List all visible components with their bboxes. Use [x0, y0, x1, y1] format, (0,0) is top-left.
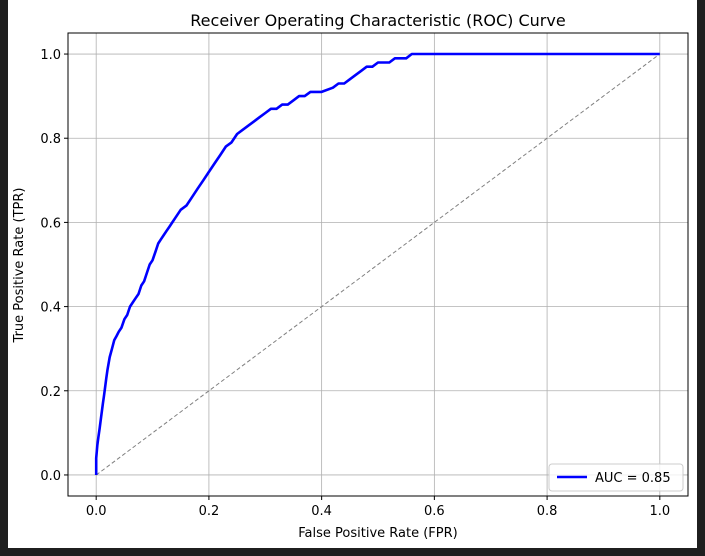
x-tick-label: 0.6	[424, 504, 445, 519]
roc-curve-line	[94, 52, 660, 475]
y-tick-label: 0.8	[40, 132, 61, 147]
y-tick-label: 0.2	[40, 385, 61, 400]
y-tick-label: 0.4	[40, 301, 61, 316]
x-tick-label: 1.0	[649, 504, 670, 519]
plot-lines	[94, 52, 661, 476]
y-tick-label: 0.6	[40, 216, 61, 231]
legend-label: AUC = 0.85	[595, 471, 671, 486]
x-tick-label: 0.2	[199, 504, 220, 519]
axis-ticks: 0.0 0.2 0.4 0.6 0.8 1.0 0.0 0.2 0.4 0.6 0.8 1.0	[40, 48, 670, 519]
legend: AUC = 0.85	[548, 463, 684, 492]
x-axis-label: False Positive Rate (FPR)	[298, 526, 457, 541]
plot-area-frame	[67, 32, 689, 497]
y-axis-label: True Positive Rate (TPR)	[12, 188, 27, 344]
x-tick-label: 0.8	[537, 504, 558, 519]
random-baseline-line	[95, 53, 661, 476]
x-tick-label: 0.4	[311, 504, 332, 519]
legend-box	[548, 463, 684, 492]
roc-chart: Receiver Operating Characteristic (ROC) …	[12, 11, 689, 541]
y-tick-label: 1.0	[40, 48, 61, 63]
x-tick-label: 0.0	[86, 504, 107, 519]
chart-figure: Receiver Operating Characteristic (ROC) …	[8, 0, 697, 548]
chart-title: Receiver Operating Characteristic (ROC) …	[190, 11, 565, 30]
y-tick-label: 0.0	[40, 469, 61, 484]
grid	[68, 33, 688, 496]
